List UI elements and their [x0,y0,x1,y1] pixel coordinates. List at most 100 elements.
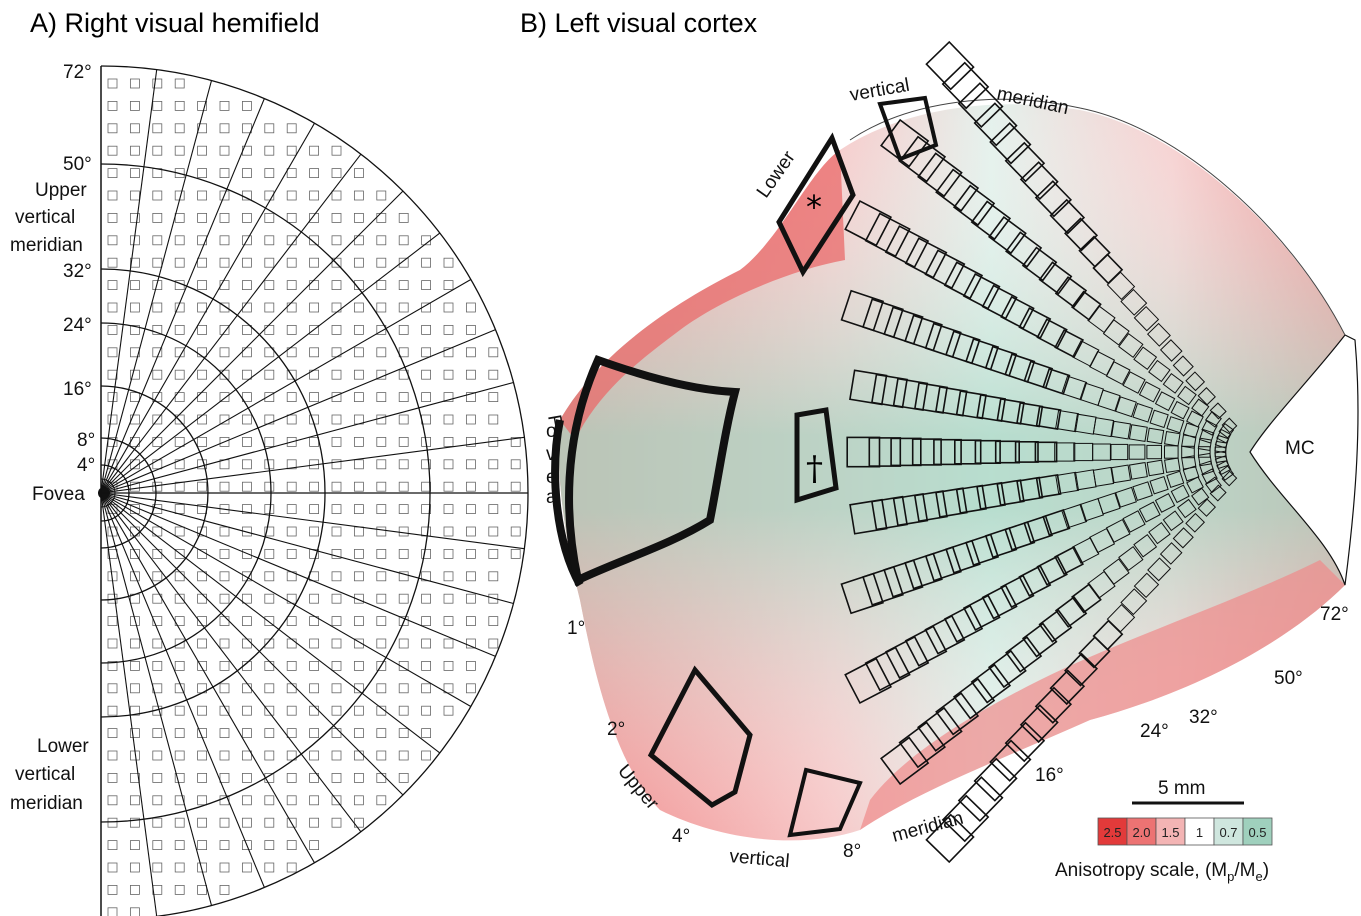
grid-square [376,616,387,626]
grid-square [264,168,275,179]
grid-square [510,481,521,492]
grid-square [488,549,499,559]
grid-square [443,481,454,492]
cortex-cell [1197,498,1217,517]
cortex-cell [884,635,930,679]
grid-square [421,369,432,380]
grid-square [376,190,387,201]
grid-square [331,436,342,447]
grid-square [465,593,476,604]
grid-square [376,795,387,806]
grid-square [264,369,275,380]
grid-square [353,212,364,223]
grid-square [107,840,118,850]
cortex-cell [1146,427,1165,445]
cortex-cell [862,565,904,606]
cortex-cell [904,552,943,590]
grid-square [421,459,432,470]
grid-square [152,459,163,470]
grid-square [107,101,118,111]
grid-square [219,347,230,358]
grid-square [398,571,409,582]
polar-angle-line [100,492,525,550]
cortex-cell [1201,468,1218,485]
grid-square [376,212,387,223]
grid-square [353,257,364,268]
grid-square [398,436,409,447]
grid-square [174,145,185,156]
cortex-cell [1018,307,1052,340]
grid-square [443,661,454,671]
grid-square [197,280,208,291]
grid-square [421,481,432,492]
grid-square [286,324,297,335]
grid-square [309,392,320,403]
grid-square [286,683,297,694]
grid-square [264,638,275,649]
grid-square [241,481,252,492]
cortex-cell [1191,487,1210,506]
cortex-cell [1191,398,1210,417]
grid-square [286,145,297,156]
grid-square [309,212,320,223]
legend-swatch [1184,817,1215,846]
grid-square [353,459,364,470]
polar-angle-line [100,492,213,906]
grid-square [331,190,342,201]
grid-square [353,190,364,201]
grid-square [488,526,499,537]
grid-square [286,392,297,403]
grid-square [353,661,364,671]
grid-square [264,661,275,671]
cortex-cell [952,677,996,720]
cortex-cell [970,663,1012,704]
cortex-cell [1079,497,1105,522]
grid-square [264,705,275,716]
cortex-cell [1149,409,1169,429]
grid-square [353,504,364,515]
grid-square [129,616,140,626]
grid-square [353,347,364,358]
grid-square [264,145,275,156]
cortex-cell [1111,420,1132,440]
foveal-cell-large [565,354,741,586]
grid-square [465,302,476,313]
grid-square [264,392,275,403]
cortex-ecc-24: 24° [1140,721,1169,742]
grid-square [129,728,140,738]
grid-square [353,593,364,604]
grid-square [129,347,140,358]
cortex-cell [911,438,942,466]
grid-square [107,795,118,806]
grid-square [309,324,320,335]
grid-square [174,593,185,604]
grid-square [107,280,118,291]
grid-square [421,728,432,738]
cortex-cell [1042,367,1071,395]
grid-square [331,504,342,515]
cortex-cell [862,298,904,339]
cortex-cell [941,794,990,843]
grid-square [488,481,499,492]
grid-square [241,817,252,828]
grid-square [488,392,499,403]
grid-square [152,862,163,873]
grid-square [152,302,163,313]
legend-swatch [1242,817,1273,846]
grid-square [219,840,230,850]
grid-square [465,683,476,694]
grid-square [219,661,230,671]
grid-square [107,123,118,134]
grid-square [241,795,252,806]
grid-square [129,392,140,403]
grid-square [174,750,185,761]
lower-meridian-line3: meridian [10,793,83,814]
grid-square [174,369,185,380]
grid-square [376,324,387,335]
grid-square [286,190,297,201]
grid-square [510,459,521,470]
grid-square [376,661,387,671]
panel-a-labels: 72° 50° Upper vertical meridian 32° 24° … [10,62,95,814]
grid-square [331,683,342,694]
cortex-cell [1036,555,1068,586]
